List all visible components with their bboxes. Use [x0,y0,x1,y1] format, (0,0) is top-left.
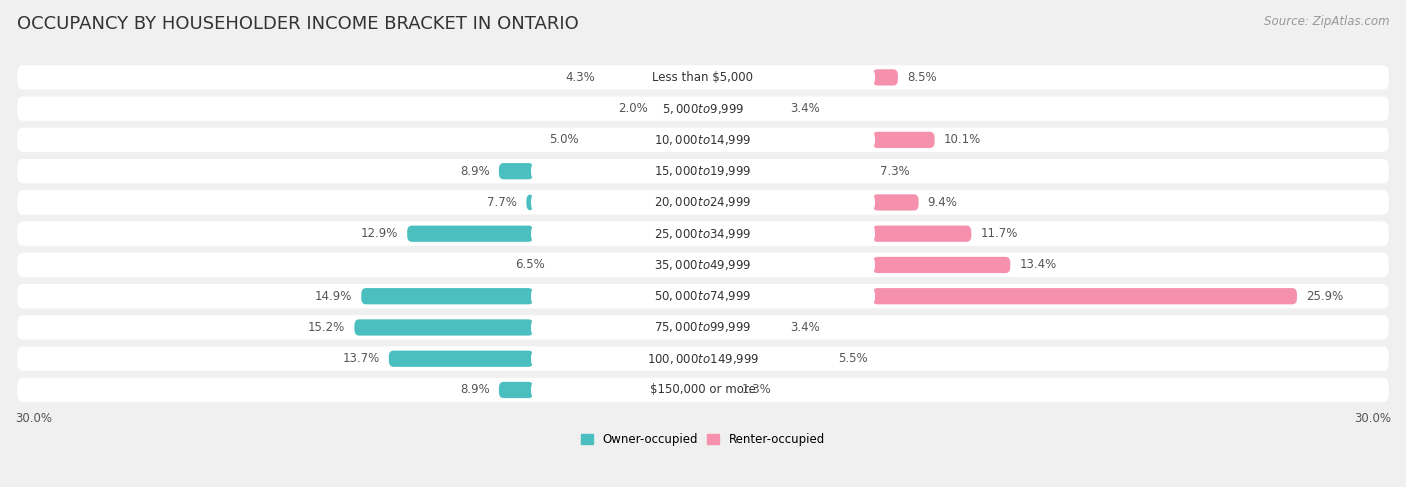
Text: 25.9%: 25.9% [1306,290,1343,303]
Text: $75,000 to $99,999: $75,000 to $99,999 [654,320,752,335]
Text: 6.5%: 6.5% [515,259,544,271]
Text: 4.3%: 4.3% [565,71,595,84]
Text: 5.5%: 5.5% [838,352,868,365]
FancyBboxPatch shape [17,315,1389,339]
Text: 7.7%: 7.7% [488,196,517,209]
FancyBboxPatch shape [873,132,935,148]
FancyBboxPatch shape [361,288,533,304]
FancyBboxPatch shape [17,128,1389,152]
FancyBboxPatch shape [531,256,875,274]
Text: $35,000 to $49,999: $35,000 to $49,999 [654,258,752,272]
FancyBboxPatch shape [17,65,1389,90]
Text: 9.4%: 9.4% [928,196,957,209]
Text: Source: ZipAtlas.com: Source: ZipAtlas.com [1264,15,1389,28]
Text: 3.4%: 3.4% [790,321,820,334]
FancyBboxPatch shape [873,288,1296,304]
FancyBboxPatch shape [531,381,875,399]
Text: OCCUPANCY BY HOUSEHOLDER INCOME BRACKET IN ONTARIO: OCCUPANCY BY HOUSEHOLDER INCOME BRACKET … [17,15,579,33]
Text: 5.0%: 5.0% [550,133,579,147]
FancyBboxPatch shape [17,96,1389,121]
Text: 14.9%: 14.9% [315,290,352,303]
FancyBboxPatch shape [531,350,875,368]
Text: $150,000 or more: $150,000 or more [650,383,756,396]
FancyBboxPatch shape [17,284,1389,308]
Text: 3.4%: 3.4% [790,102,820,115]
Text: 12.9%: 12.9% [360,227,398,240]
Legend: Owner-occupied, Renter-occupied: Owner-occupied, Renter-occupied [576,428,830,450]
FancyBboxPatch shape [531,287,875,305]
FancyBboxPatch shape [17,347,1389,371]
FancyBboxPatch shape [531,131,875,149]
Text: 2.0%: 2.0% [619,102,648,115]
Text: $25,000 to $34,999: $25,000 to $34,999 [654,226,752,241]
FancyBboxPatch shape [873,257,1011,273]
Text: $20,000 to $24,999: $20,000 to $24,999 [654,195,752,209]
Text: 13.4%: 13.4% [1019,259,1057,271]
Text: 10.1%: 10.1% [943,133,981,147]
Text: $15,000 to $19,999: $15,000 to $19,999 [654,164,752,178]
Text: $100,000 to $149,999: $100,000 to $149,999 [647,352,759,366]
FancyBboxPatch shape [531,194,875,211]
FancyBboxPatch shape [531,318,875,336]
FancyBboxPatch shape [17,159,1389,184]
Text: Less than $5,000: Less than $5,000 [652,71,754,84]
Text: 7.3%: 7.3% [880,165,910,178]
FancyBboxPatch shape [531,163,875,180]
Text: 1.3%: 1.3% [742,383,772,396]
FancyBboxPatch shape [499,382,533,398]
Text: 13.7%: 13.7% [343,352,380,365]
Text: 8.5%: 8.5% [907,71,936,84]
FancyBboxPatch shape [17,253,1389,277]
FancyBboxPatch shape [17,378,1389,402]
FancyBboxPatch shape [526,194,533,210]
FancyBboxPatch shape [17,222,1389,246]
FancyBboxPatch shape [389,351,533,367]
Text: 30.0%: 30.0% [1354,412,1391,426]
FancyBboxPatch shape [499,163,533,179]
Text: 11.7%: 11.7% [980,227,1018,240]
Text: $5,000 to $9,999: $5,000 to $9,999 [662,102,744,115]
FancyBboxPatch shape [354,319,533,336]
FancyBboxPatch shape [873,225,972,242]
Text: 15.2%: 15.2% [308,321,346,334]
Text: 8.9%: 8.9% [460,165,489,178]
Text: $50,000 to $74,999: $50,000 to $74,999 [654,289,752,303]
FancyBboxPatch shape [873,69,898,86]
Text: 8.9%: 8.9% [460,383,489,396]
Text: 30.0%: 30.0% [15,412,52,426]
FancyBboxPatch shape [531,225,875,243]
FancyBboxPatch shape [408,225,533,242]
FancyBboxPatch shape [531,100,875,117]
FancyBboxPatch shape [17,190,1389,215]
FancyBboxPatch shape [873,194,918,210]
Text: $10,000 to $14,999: $10,000 to $14,999 [654,133,752,147]
FancyBboxPatch shape [531,69,875,86]
